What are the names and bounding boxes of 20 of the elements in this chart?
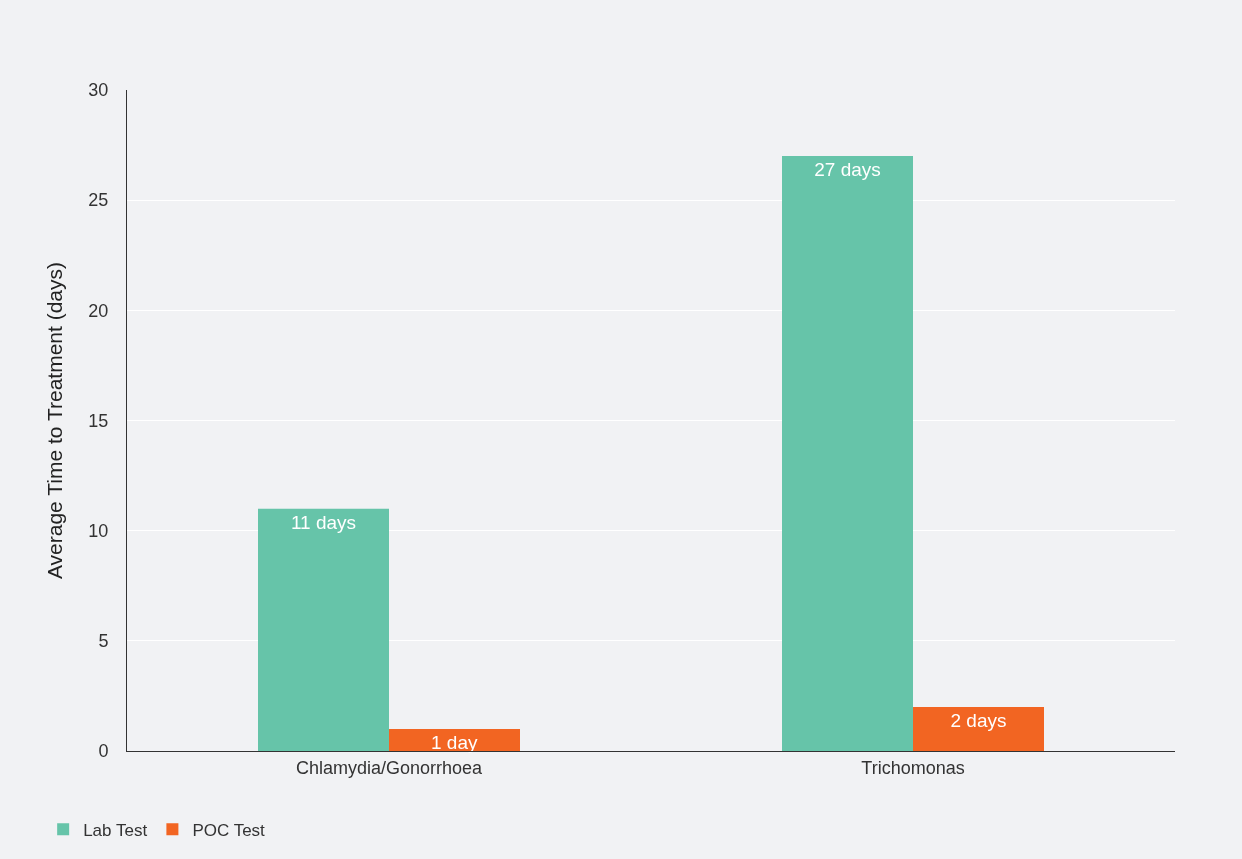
- x-tick-label: Trichomonas: [861, 757, 965, 778]
- y-tick-label: 0: [98, 741, 109, 762]
- data-label: 2 days: [950, 709, 1007, 731]
- y-tick-label: 30: [88, 80, 109, 101]
- y-tick-label: 5: [98, 631, 109, 652]
- y-tick-label: 15: [88, 410, 109, 431]
- data-label: 27 days: [814, 159, 881, 181]
- bar: [913, 706, 1044, 751]
- data-label: 1 day: [431, 731, 478, 753]
- x-tick-label: Chlamydia/Gonorrhoea: [295, 757, 484, 778]
- bar: [782, 156, 913, 751]
- y-tick-label: 20: [88, 300, 109, 321]
- data-label: 11 days: [290, 511, 357, 533]
- y-tick-label: 10: [88, 520, 109, 541]
- legend-label: Lab Test: [83, 820, 148, 840]
- legend-label: POC Test: [192, 820, 266, 840]
- y-tick-label: 25: [88, 190, 109, 211]
- bar: [258, 508, 389, 751]
- bar: [389, 728, 520, 751]
- y-axis-title: Average Time to Treatment (days): [42, 261, 66, 580]
